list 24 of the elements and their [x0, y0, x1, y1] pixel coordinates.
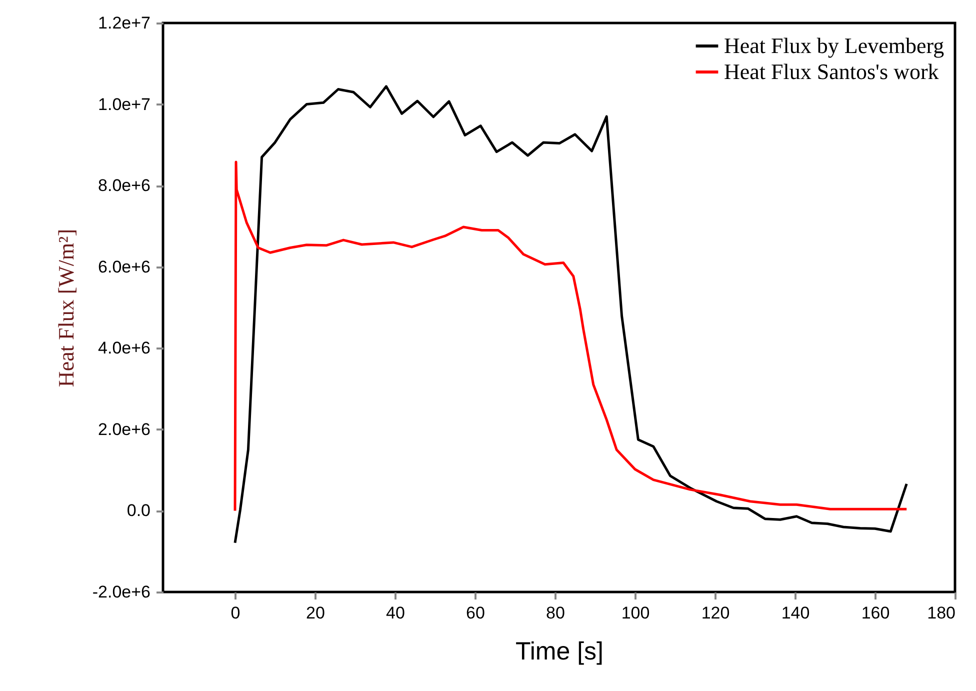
y-tick-label: 2.0e+6	[98, 420, 150, 439]
x-tick-label: 140	[781, 604, 810, 622]
y-tick-label: 8.0e+6	[98, 176, 150, 196]
x-tick-label: 120	[701, 604, 730, 622]
y-tick-label: 6.0e+6	[98, 257, 150, 276]
x-axis-title: Time [s]	[516, 638, 604, 666]
x-tick-label: 80	[546, 604, 565, 622]
legend-label: Heat Flux by Levemberg	[724, 33, 944, 58]
y-axis-title: Heat Flux [W/m²]	[53, 228, 78, 388]
y-tick-label: 0.0	[126, 501, 150, 520]
line-series	[234, 85, 908, 544]
x-tick-label: 40	[386, 604, 405, 622]
x-tick-label: 180	[927, 604, 956, 622]
x-tick-label: 160	[861, 604, 890, 622]
y-tick-label: 4.0e+6	[98, 338, 150, 358]
line-series	[234, 160, 908, 512]
x-tick-label: 60	[466, 604, 485, 622]
x-tick-label: 100	[621, 604, 650, 622]
y-tick-label: 1.2e+7	[98, 14, 150, 32]
y-tick-label: -2.0e+6	[92, 582, 150, 602]
y-tick-label: 1.0e+7	[98, 94, 150, 114]
x-tick-label: 0	[230, 604, 240, 622]
x-tick-label: 20	[306, 604, 325, 622]
legend-label: Heat Flux Santos's work	[724, 59, 939, 84]
